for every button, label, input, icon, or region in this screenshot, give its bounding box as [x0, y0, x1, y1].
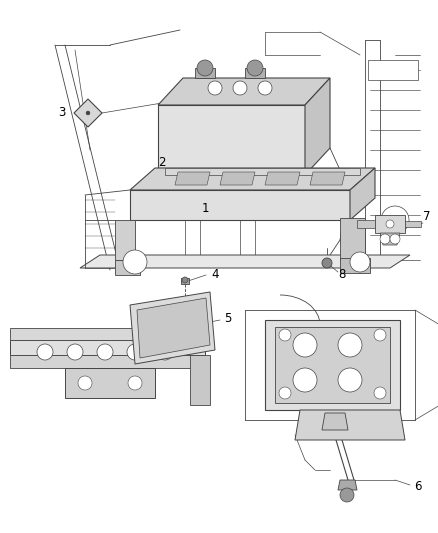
- Circle shape: [322, 258, 332, 268]
- Polygon shape: [350, 168, 375, 220]
- Polygon shape: [220, 172, 255, 185]
- Polygon shape: [195, 68, 215, 78]
- Polygon shape: [175, 172, 210, 185]
- Text: 6: 6: [414, 481, 422, 494]
- Text: 8: 8: [338, 268, 346, 280]
- Polygon shape: [322, 413, 348, 430]
- Text: 1: 1: [201, 201, 209, 214]
- Circle shape: [381, 206, 409, 234]
- Polygon shape: [357, 220, 375, 228]
- Circle shape: [97, 344, 113, 360]
- Circle shape: [374, 329, 386, 341]
- Circle shape: [340, 488, 354, 502]
- Polygon shape: [305, 78, 330, 175]
- Polygon shape: [10, 328, 205, 340]
- Circle shape: [128, 376, 142, 390]
- Polygon shape: [10, 355, 205, 368]
- Circle shape: [127, 344, 143, 360]
- Polygon shape: [65, 368, 155, 398]
- Circle shape: [86, 111, 90, 115]
- Polygon shape: [10, 340, 205, 355]
- Circle shape: [279, 387, 291, 399]
- Polygon shape: [338, 480, 357, 490]
- Circle shape: [293, 368, 317, 392]
- Circle shape: [293, 333, 317, 357]
- Circle shape: [374, 387, 386, 399]
- Circle shape: [380, 234, 390, 244]
- Polygon shape: [80, 255, 410, 268]
- Polygon shape: [368, 60, 418, 80]
- Polygon shape: [158, 78, 330, 105]
- Polygon shape: [340, 218, 365, 260]
- Circle shape: [37, 344, 53, 360]
- Polygon shape: [405, 221, 421, 227]
- Circle shape: [67, 344, 83, 360]
- Polygon shape: [130, 190, 350, 220]
- Polygon shape: [380, 233, 400, 245]
- Text: 4: 4: [211, 268, 219, 280]
- Circle shape: [247, 60, 263, 76]
- Circle shape: [279, 329, 291, 341]
- Circle shape: [338, 333, 362, 357]
- Circle shape: [123, 250, 147, 274]
- Polygon shape: [190, 355, 210, 405]
- Polygon shape: [137, 298, 210, 358]
- Polygon shape: [265, 172, 300, 185]
- Circle shape: [350, 252, 370, 272]
- Polygon shape: [165, 168, 360, 175]
- Circle shape: [78, 376, 92, 390]
- Polygon shape: [375, 215, 405, 233]
- Polygon shape: [245, 68, 265, 78]
- Polygon shape: [265, 320, 400, 410]
- Polygon shape: [181, 278, 189, 284]
- Circle shape: [157, 344, 173, 360]
- Polygon shape: [74, 99, 102, 127]
- Polygon shape: [115, 220, 135, 260]
- Polygon shape: [115, 260, 140, 275]
- Circle shape: [390, 234, 400, 244]
- Circle shape: [338, 368, 362, 392]
- Polygon shape: [130, 292, 215, 364]
- Polygon shape: [340, 258, 370, 273]
- Text: 5: 5: [224, 311, 232, 325]
- Text: 7: 7: [423, 211, 431, 223]
- Text: 2: 2: [158, 157, 166, 169]
- Polygon shape: [275, 327, 390, 403]
- Polygon shape: [295, 410, 405, 440]
- Polygon shape: [158, 105, 305, 175]
- Circle shape: [386, 220, 394, 228]
- Polygon shape: [130, 168, 375, 190]
- Circle shape: [182, 277, 188, 283]
- Circle shape: [208, 81, 222, 95]
- Circle shape: [197, 60, 213, 76]
- Polygon shape: [310, 172, 345, 185]
- Circle shape: [233, 81, 247, 95]
- Text: 3: 3: [58, 107, 66, 119]
- Circle shape: [258, 81, 272, 95]
